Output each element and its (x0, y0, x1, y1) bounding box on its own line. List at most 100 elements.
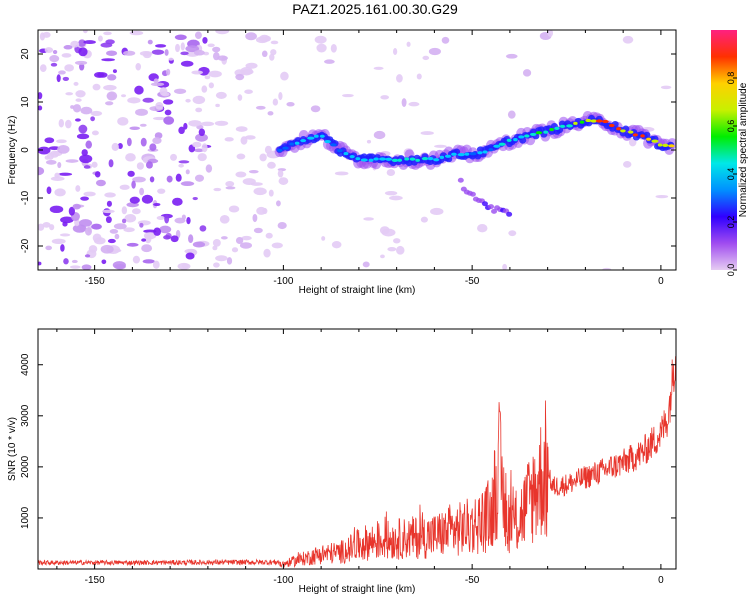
noise-blob (207, 43, 215, 48)
noise-blob (420, 216, 428, 223)
track-core (373, 157, 379, 161)
noise-blob (441, 36, 450, 44)
noise-blob (253, 187, 267, 196)
x-tick-label: -150 (85, 575, 105, 586)
noise-blob (105, 101, 114, 106)
noise-blob (92, 83, 101, 91)
noise-blob (256, 206, 267, 215)
track-core (464, 152, 470, 156)
noise-blob (366, 139, 372, 144)
track-core (451, 152, 457, 156)
noise-blob (83, 30, 88, 34)
noise-blob (267, 161, 276, 169)
noise-blob (477, 224, 488, 233)
track-core (518, 135, 525, 139)
noise-blob (185, 252, 195, 260)
noise-blob (245, 32, 257, 41)
noise-blob (81, 149, 88, 156)
colorbar-tick-label: 0.8 (726, 72, 736, 85)
noise-blob (141, 238, 147, 242)
track-body (476, 146, 484, 153)
noise-blob (127, 97, 141, 104)
noise-blob (49, 205, 64, 214)
noise-blob (63, 258, 69, 265)
noise-blob (76, 133, 90, 140)
noise-blob (70, 40, 80, 48)
noise-blob (129, 196, 140, 204)
noise-blob (502, 263, 508, 270)
noise-blob (280, 71, 289, 81)
track-core (513, 138, 518, 142)
noise-blob (72, 203, 81, 210)
noise-blob (142, 259, 155, 264)
y-tick-label: 1000 (20, 506, 31, 529)
noise-blob (253, 227, 263, 234)
noise-blob (80, 106, 93, 115)
noise-blob (121, 206, 128, 215)
noise-blob (165, 68, 171, 76)
track-core (457, 153, 465, 157)
noise-blob (112, 69, 117, 74)
noise-blob (124, 214, 137, 223)
noise-blob (270, 40, 279, 45)
noise-blob (80, 196, 89, 201)
noise-blob (83, 165, 91, 169)
branch-blob (506, 211, 513, 217)
noise-blob (163, 116, 175, 125)
noise-blob (193, 49, 205, 56)
noise-blob (131, 180, 136, 189)
noise-blob (139, 50, 153, 56)
page-title: PAZ1.2025.161.00.30.G29 (292, 1, 458, 17)
x-tick-label: 0 (658, 575, 664, 586)
noise-blob (103, 84, 117, 91)
noise-blob (408, 101, 420, 107)
track-core (640, 134, 645, 138)
noise-blob (44, 137, 55, 144)
noise-blob (270, 49, 277, 56)
snr-panel: -150 -100 -50 0 1000 2000 3000 4000 Height of … (7, 328, 677, 595)
noise-blob (57, 145, 70, 154)
track-core (289, 142, 295, 146)
track-core (657, 143, 663, 147)
noise-blob (373, 130, 386, 140)
noise-blob (381, 228, 396, 237)
noise-blob (174, 34, 187, 41)
noise-blob (331, 241, 342, 249)
noise-blob (181, 214, 186, 220)
noise-blob (384, 190, 398, 196)
noise-blob (84, 254, 91, 258)
noise-blob (180, 51, 189, 56)
noise-blob (547, 30, 554, 37)
noise-blob (105, 216, 112, 224)
noise-blob (154, 44, 167, 48)
track-core (313, 134, 319, 138)
noise-blob (114, 233, 120, 240)
noise-blob (57, 161, 62, 169)
noise-blob (143, 229, 157, 233)
colorbar-tick-label: 0.4 (726, 168, 736, 181)
noise-blob (508, 230, 517, 237)
noise-blob (45, 245, 52, 251)
noise-blob (79, 154, 93, 164)
noise-blob (389, 195, 403, 201)
noise-blob (261, 50, 268, 58)
noise-blob (235, 126, 248, 132)
track-body (474, 153, 482, 160)
track-core (368, 158, 374, 162)
track-core (651, 139, 659, 143)
noise-blob (237, 94, 243, 101)
noise-blob (152, 260, 160, 269)
noise-blob (269, 53, 275, 61)
noise-blob (310, 105, 321, 113)
track-core (307, 136, 315, 140)
track-core (662, 143, 669, 148)
branch-blob (491, 208, 498, 214)
noise-blob (387, 246, 397, 252)
noise-blob (163, 235, 171, 240)
noise-blob (208, 70, 222, 78)
spectrogram-y-axis: -20 -10 0 10 20 (20, 48, 676, 253)
spectrogram-y-label: Frequency (Hz) (7, 116, 18, 185)
noise-blob (278, 177, 289, 185)
noise-blob (200, 121, 215, 127)
